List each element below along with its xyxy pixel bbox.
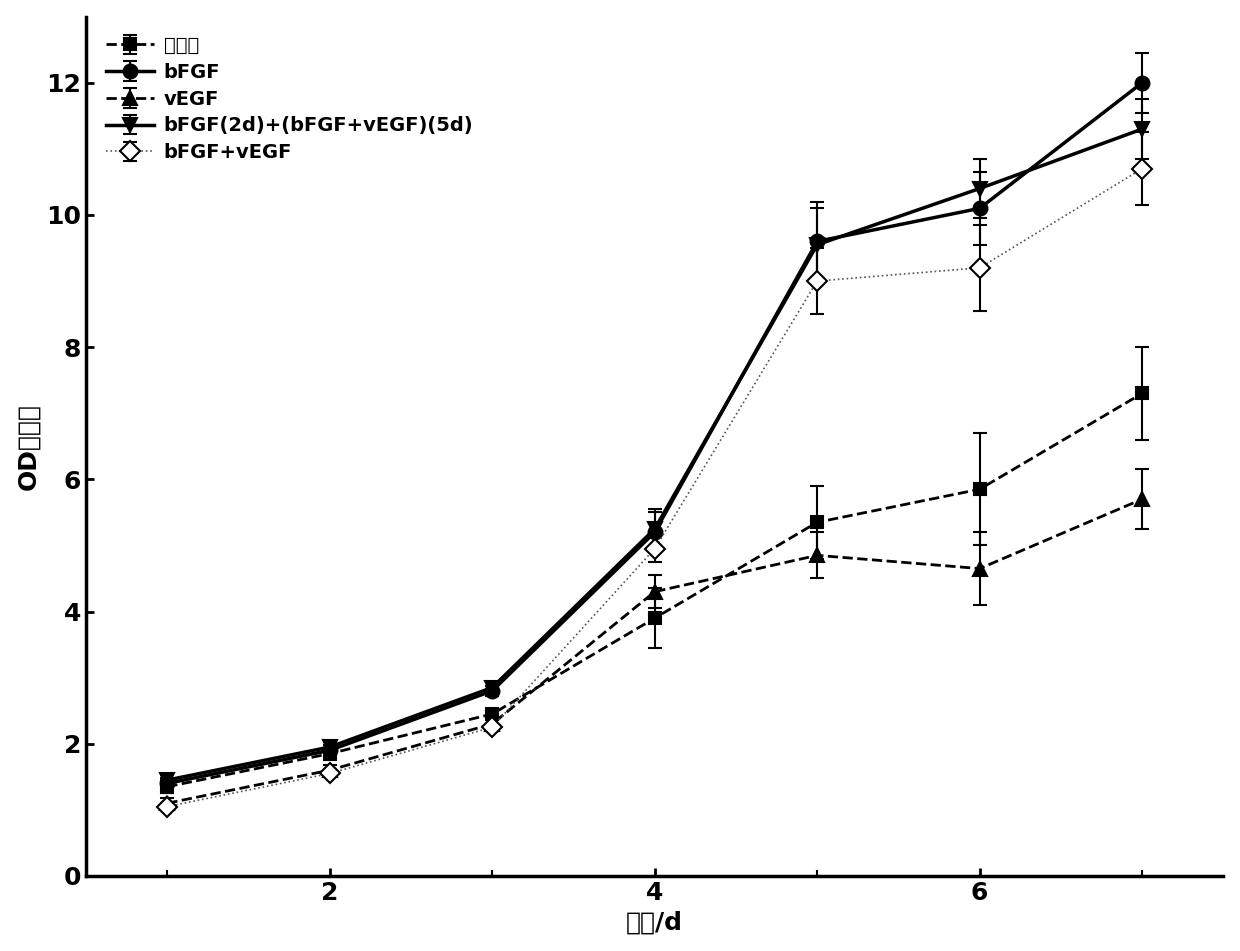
Legend: 正常组, bFGF, vEGF, bFGF(2d)+(bFGF+vEGF)(5d), bFGF+vEGF: 正常组, bFGF, vEGF, bFGF(2d)+(bFGF+vEGF)(5d… — [95, 27, 484, 172]
Y-axis label: OD相对値: OD相对値 — [16, 403, 41, 490]
X-axis label: 天数/d: 天数/d — [626, 910, 683, 934]
